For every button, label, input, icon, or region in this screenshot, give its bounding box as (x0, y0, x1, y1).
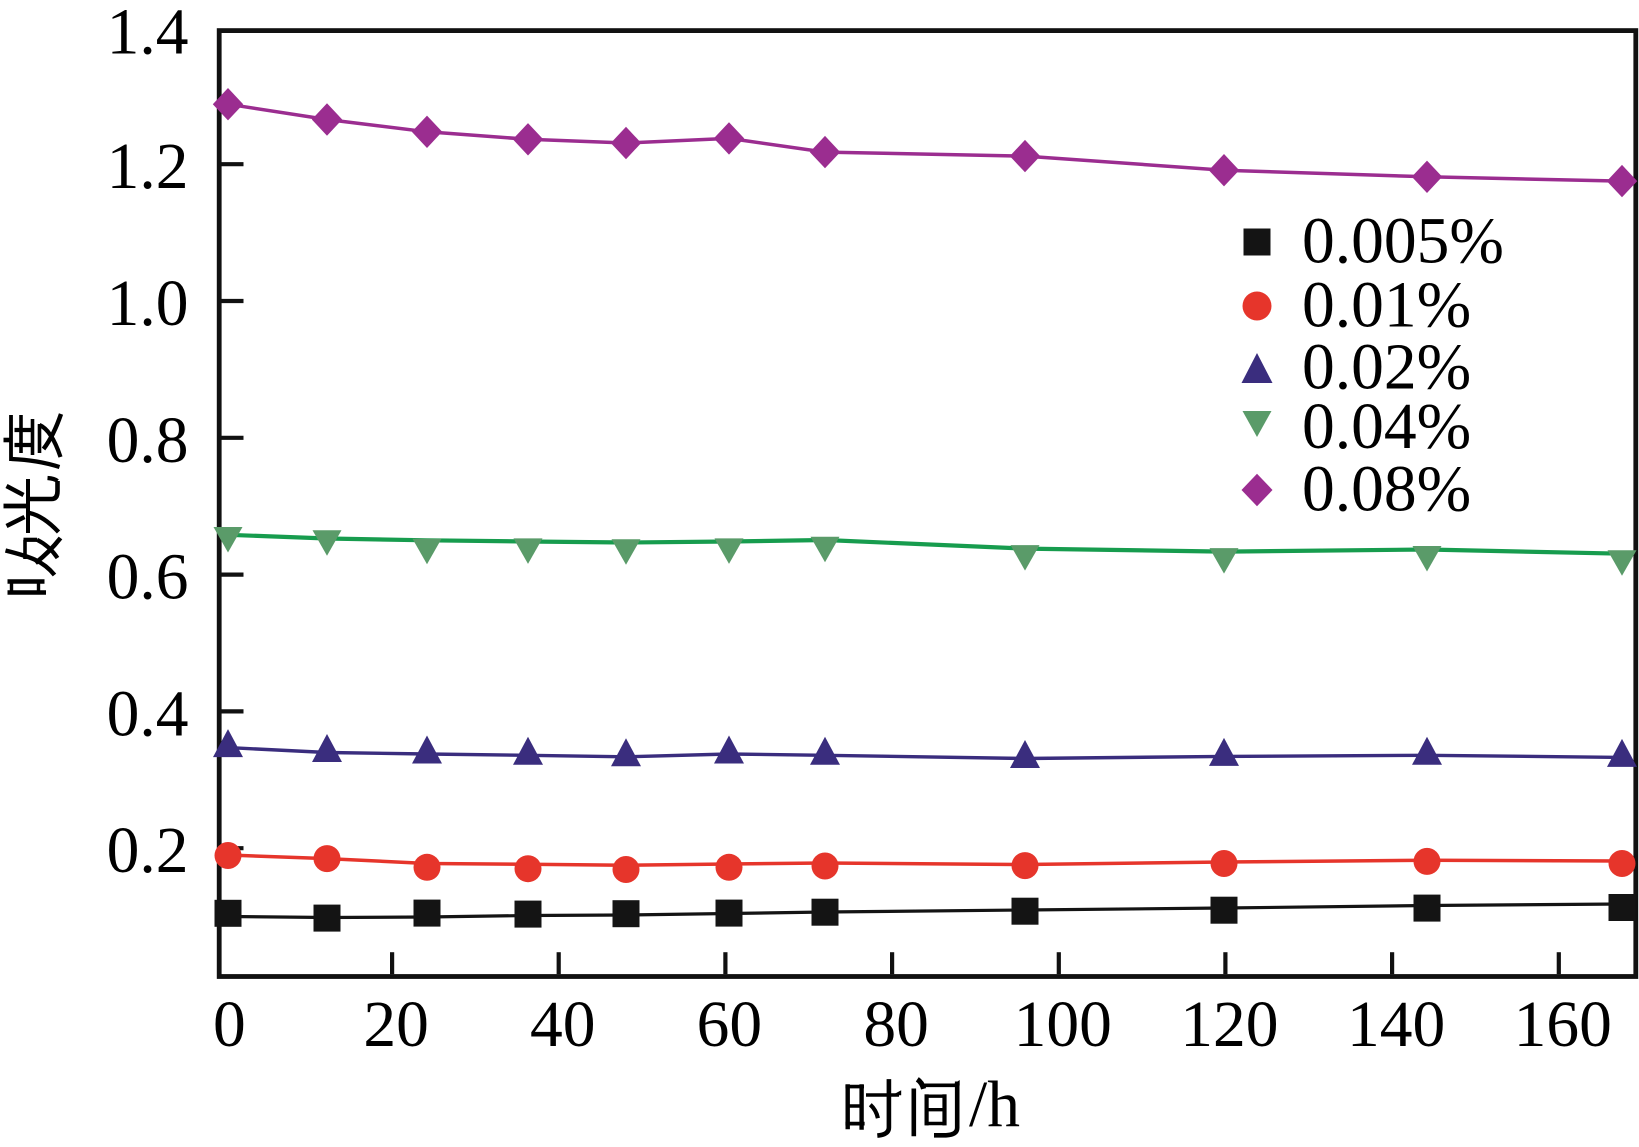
svg-text:0: 0 (213, 989, 246, 1061)
svg-text:100: 100 (1014, 989, 1112, 1061)
svg-text:0.005%: 0.005% (1302, 206, 1504, 278)
svg-text:/h: /h (969, 1069, 1020, 1141)
svg-text:0.2: 0.2 (107, 815, 189, 887)
svg-text:40: 40 (530, 989, 596, 1061)
svg-text:0.4: 0.4 (107, 678, 189, 750)
svg-text:0.6: 0.6 (107, 542, 189, 614)
svg-text:0.01%: 0.01% (1302, 270, 1471, 342)
svg-text:0.08%: 0.08% (1302, 454, 1471, 526)
svg-text:20: 20 (363, 989, 429, 1061)
svg-text:0.04%: 0.04% (1302, 391, 1471, 463)
svg-text:0.8: 0.8 (107, 405, 189, 477)
svg-text:80: 80 (863, 989, 929, 1061)
svg-text:0.02%: 0.02% (1302, 332, 1471, 404)
svg-text:1.2: 1.2 (107, 131, 189, 203)
svg-text:160: 160 (1514, 989, 1612, 1061)
svg-text:1.0: 1.0 (107, 268, 189, 340)
svg-text:60: 60 (697, 989, 763, 1061)
svg-text:120: 120 (1180, 989, 1278, 1061)
svg-text:140: 140 (1347, 989, 1445, 1061)
svg-text:1.4: 1.4 (107, 0, 189, 69)
